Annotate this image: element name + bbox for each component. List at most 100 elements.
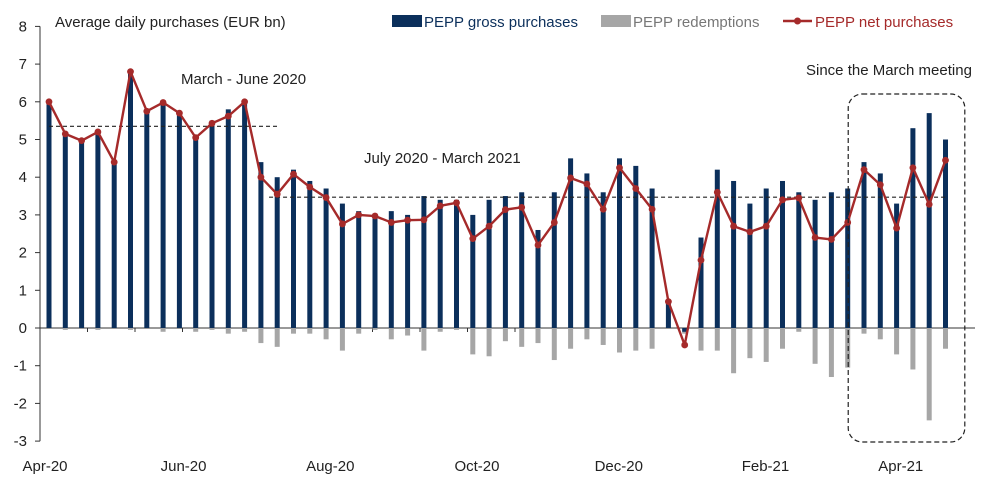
- gross-bar: [209, 120, 215, 329]
- redemption-bar: [291, 328, 296, 334]
- x-tick-label: Jun-20: [161, 458, 207, 475]
- redemption-bar: [926, 328, 932, 421]
- gross-bar: [356, 211, 362, 328]
- highlight-box: [847, 93, 966, 443]
- net-purchases-point: [550, 219, 558, 226]
- redemption-bar: [356, 328, 362, 334]
- redemption-bar: [502, 328, 508, 342]
- net-purchases-point: [860, 166, 868, 174]
- chart-title: Average daily purchases (EUR bn): [55, 14, 286, 31]
- gross-bar: [46, 101, 52, 328]
- gross-bar: [160, 101, 166, 328]
- gross-bar: [731, 180, 737, 328]
- y-tick-label: 8: [19, 18, 27, 35]
- net-purchases-point: [648, 205, 656, 213]
- legend-swatch-redemptions: [601, 15, 631, 27]
- y-tick-label: 0: [19, 320, 27, 337]
- net-purchases-point: [192, 134, 200, 142]
- y-tick-label: 3: [19, 207, 27, 224]
- y-tick-label: -1: [14, 358, 27, 375]
- redemption-bar: [535, 328, 541, 344]
- net-purchases-point: [469, 235, 477, 243]
- gross-bar: [111, 162, 117, 328]
- gross-bar: [95, 131, 101, 328]
- highlight-layer: [847, 93, 966, 443]
- redemption-bar: [470, 328, 476, 355]
- redemption-bar: [242, 328, 248, 332]
- net-purchases-point: [795, 194, 803, 202]
- gross-bar: [176, 113, 182, 328]
- gross-bar: [339, 203, 345, 328]
- annotation-since-march: Since the March meeting: [806, 62, 972, 79]
- gross-bar: [274, 177, 280, 328]
- net-purchases-point: [502, 206, 509, 214]
- redemption-bar: [405, 328, 411, 336]
- gross-bar: [617, 158, 622, 328]
- redemption-bar: [323, 328, 329, 340]
- redemption-bar: [454, 328, 459, 330]
- x-tick-label: Aug-20: [306, 458, 354, 475]
- gross-bar: [470, 214, 476, 328]
- net-purchases-point: [599, 205, 607, 213]
- redemption-bar: [307, 328, 313, 334]
- net-purchases-point: [273, 190, 281, 198]
- y-tick-label: 7: [19, 56, 27, 73]
- redemption-bar: [584, 328, 590, 340]
- redemption-bar: [796, 328, 802, 332]
- legend-marker-net: [794, 17, 801, 25]
- gross-bar: [144, 109, 150, 328]
- redemption-bar: [633, 328, 639, 351]
- net-purchases-point: [485, 222, 493, 230]
- net-purchases-point: [779, 196, 786, 204]
- gross-bar: [79, 139, 85, 328]
- y-tick-label: -2: [14, 395, 27, 412]
- redemption-bar: [910, 328, 916, 370]
- net-purchases-point: [371, 212, 379, 220]
- redemption-bar: [877, 328, 883, 340]
- net-purchases-point: [78, 137, 85, 145]
- redemption-bar: [828, 328, 834, 378]
- redemption-bar: [894, 328, 900, 355]
- net-purchases-point: [110, 158, 118, 166]
- redemption-bar: [714, 328, 720, 351]
- gross-bar: [454, 199, 459, 328]
- gross-bar: [910, 128, 916, 328]
- redemption-bar: [437, 328, 443, 332]
- redemption-bar: [160, 328, 166, 332]
- gross-bar: [388, 211, 394, 328]
- gross-bar: [486, 199, 492, 328]
- gross-bar: [894, 203, 900, 328]
- y-tick-label: 2: [19, 245, 27, 262]
- legend-swatch-gross: [392, 15, 422, 27]
- net-purchases-point: [616, 164, 623, 172]
- net-purchases-point: [127, 68, 134, 76]
- net-purchases-point: [730, 222, 737, 230]
- redemption-bar: [649, 328, 655, 349]
- gross-bar: [372, 214, 378, 328]
- redemption-bar: [747, 328, 753, 359]
- gross-bar: [682, 328, 688, 332]
- net-purchases-point: [208, 119, 216, 127]
- net-purchases-line: [47, 70, 947, 347]
- redemption-bar: [225, 328, 231, 334]
- redemption-bar: [698, 328, 704, 351]
- gross-bar: [828, 192, 834, 328]
- y-tick-label: 4: [19, 169, 27, 186]
- redemption-bar: [193, 328, 199, 332]
- net-purchases-point: [339, 220, 346, 228]
- annotation-march-june: March - June 2020: [181, 71, 306, 88]
- redemption-bar: [617, 328, 622, 353]
- net-purchases-point: [94, 128, 102, 136]
- x-tick-label: Oct-20: [454, 458, 499, 475]
- redemption-bar: [339, 328, 345, 351]
- gross-bar: [535, 229, 541, 328]
- net-purchases-point: [534, 241, 542, 249]
- gross-bar: [128, 71, 133, 328]
- gross-bar: [323, 188, 329, 328]
- net-purchases-point: [893, 224, 900, 232]
- net-purchases-point: [387, 219, 395, 226]
- gross-bar: [633, 165, 639, 328]
- x-tick-label: Feb-21: [742, 458, 790, 475]
- net-purchases-point: [143, 107, 151, 115]
- redemption-bar: [519, 328, 525, 347]
